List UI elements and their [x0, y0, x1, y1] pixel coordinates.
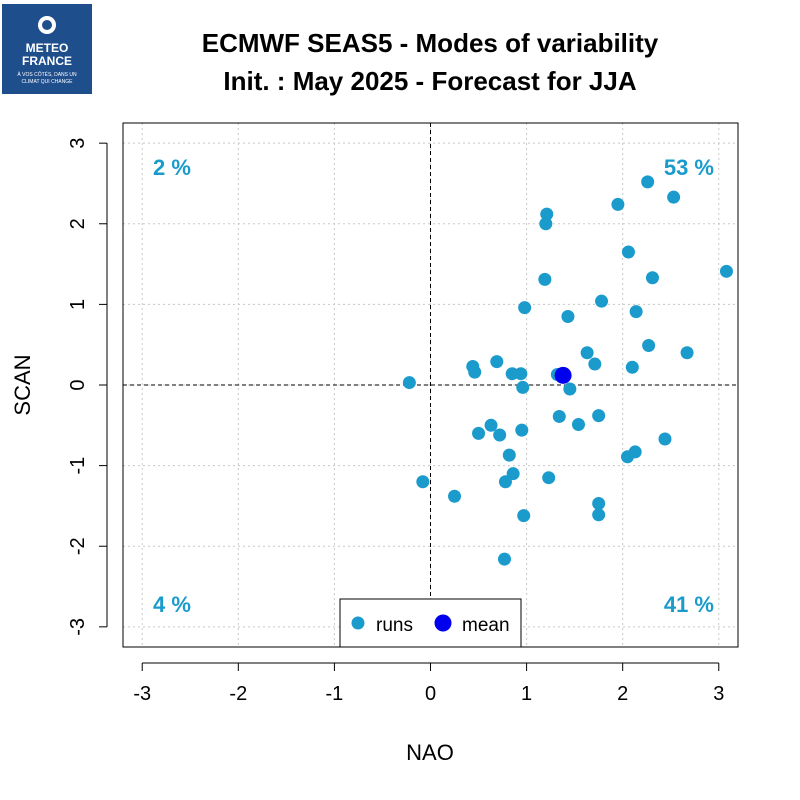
quadrant-label-bottom-left: 4 %: [153, 592, 191, 617]
run-point: [552, 409, 566, 423]
meteo-france-logo: METEO FRANCE À VOS CÔTÉS, DANS UN CLIMAT…: [2, 4, 92, 94]
logo-tagline1: À VOS CÔTÉS, DANS UN: [17, 71, 77, 78]
quadrant-label-top-right: 53 %: [664, 155, 714, 180]
run-point: [517, 509, 531, 523]
x-tick-label: 2: [617, 683, 628, 705]
x-tick-label: -3: [133, 683, 151, 705]
run-point: [515, 423, 529, 437]
run-point: [588, 357, 602, 371]
run-point: [416, 475, 430, 489]
run-point: [611, 197, 625, 211]
run-point: [629, 305, 643, 319]
run-point: [518, 301, 532, 315]
meteo-france-logo-graphic: METEO FRANCE À VOS CÔTÉS, DANS UN CLIMAT…: [17, 16, 77, 85]
run-point: [484, 418, 498, 432]
y-tick-label: 3: [67, 138, 89, 149]
run-point: [540, 207, 554, 221]
run-point: [563, 382, 577, 396]
y-tick-label: 1: [67, 299, 89, 310]
y-tick-label: 0: [67, 379, 89, 390]
legend-runs-marker: [351, 616, 365, 630]
run-point: [641, 175, 655, 189]
run-point: [498, 475, 512, 489]
run-point: [538, 272, 552, 286]
run-point: [592, 508, 606, 522]
run-point: [645, 271, 659, 285]
legend-mean-label: mean: [462, 615, 510, 636]
legend: runs mean: [339, 598, 522, 648]
legend-runs-label: runs: [376, 615, 413, 636]
y-axis-label: SCAN: [10, 354, 35, 415]
run-point: [514, 367, 528, 381]
run-point: [658, 432, 672, 446]
run-point: [542, 471, 556, 485]
chart-title-line2: Init. : May 2025 - Forecast for JJA: [223, 66, 637, 96]
run-point: [490, 355, 504, 369]
legend-mean-marker: [434, 614, 452, 632]
run-point: [561, 309, 575, 323]
y-tick-label: -3: [67, 618, 89, 636]
run-point: [506, 467, 520, 481]
y-tick-label: -1: [67, 457, 89, 475]
x-tick-label: -2: [229, 683, 247, 705]
x-tick-label: 0: [425, 683, 436, 705]
run-point: [667, 190, 681, 204]
run-point: [468, 365, 482, 379]
legend-box: [339, 598, 522, 648]
y-tick-label: -2: [67, 537, 89, 555]
x-tick-label: -1: [326, 683, 344, 705]
run-point: [571, 418, 585, 432]
chart-title-line1: ECMWF SEAS5 - Modes of variability: [201, 28, 659, 58]
run-point: [621, 245, 635, 259]
run-point: [625, 360, 639, 374]
run-point: [539, 217, 553, 231]
run-point: [472, 426, 486, 440]
mean-point: [554, 366, 572, 384]
chart-labels: 2 % 53 % 4 % 41 % runs mean: [153, 155, 714, 648]
run-point: [402, 376, 416, 390]
run-point: [580, 346, 594, 360]
logo-line2: FRANCE: [22, 54, 72, 68]
run-point: [595, 294, 609, 308]
axes: -3 -2 -1 0 1 2 3 NAO -3 -2 -1 0 1 2 3 SCAN: [10, 122, 739, 765]
run-point: [592, 409, 606, 423]
data-points: [402, 175, 733, 566]
grid-lines: [123, 123, 738, 647]
run-point: [497, 552, 511, 566]
run-point: [516, 380, 530, 394]
run-point: [448, 489, 462, 503]
x-tick-label: 1: [521, 683, 532, 705]
run-point: [628, 445, 642, 459]
logo-tagline2: CLIMAT QUI CHANGE: [22, 79, 74, 85]
quadrant-label-top-left: 2 %: [153, 155, 191, 180]
run-point: [680, 346, 694, 360]
run-point: [502, 448, 516, 462]
run-point: [493, 428, 507, 442]
run-point: [592, 497, 606, 511]
x-axis-label: NAO: [406, 740, 454, 765]
run-point: [642, 338, 656, 352]
run-point: [719, 264, 733, 278]
quadrant-label-bottom-right: 41 %: [664, 592, 714, 617]
x-tick-label: 3: [713, 683, 724, 705]
logo-line1: METEO: [26, 41, 69, 55]
y-tick-label: 2: [67, 218, 89, 229]
